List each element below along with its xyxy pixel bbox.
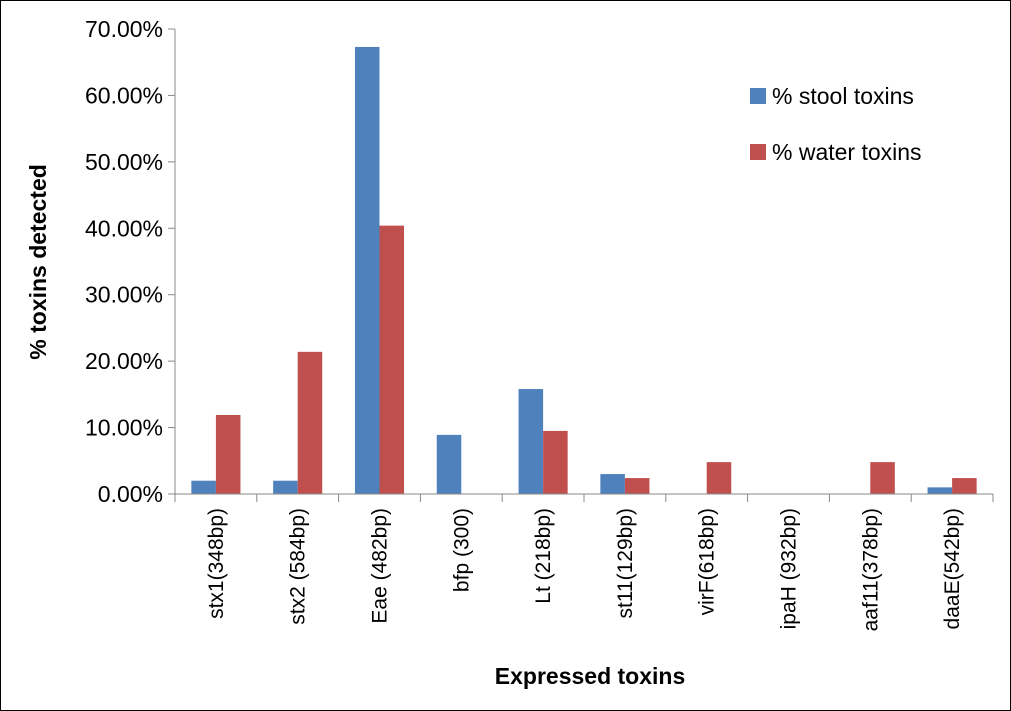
legend-label: % water toxins: [772, 139, 922, 165]
bar: [436, 434, 462, 494]
bar: [518, 389, 544, 494]
bar: [273, 480, 298, 494]
x-tick-label: stx1(348bp): [205, 508, 228, 619]
y-tick-label: 30.00%: [85, 282, 163, 308]
bar: [191, 480, 216, 494]
x-axis-title: Expressed toxins: [495, 663, 685, 689]
y-tick-label: 70.00%: [85, 16, 163, 42]
y-axis-title: % toxins detected: [25, 164, 51, 360]
legend-label: % stool toxins: [772, 83, 914, 109]
bar: [927, 487, 953, 494]
bar: [624, 478, 650, 494]
x-tick-label: stx2 (584bp): [287, 508, 310, 625]
bar: [706, 462, 732, 494]
bar: [543, 430, 568, 494]
y-tick-label: 60.00%: [85, 82, 163, 108]
x-tick-label: virF(618bp): [696, 508, 719, 615]
bar: [600, 474, 625, 494]
bar: [215, 414, 241, 494]
bar: [354, 46, 380, 494]
x-tick-label: aaf11(378bp): [859, 508, 882, 631]
y-tick-label: 10.00%: [85, 415, 163, 441]
bar: [379, 225, 405, 494]
x-tick-label: Eae (482bp): [369, 508, 392, 624]
bar: [870, 462, 895, 494]
legend-swatch: [750, 144, 766, 160]
x-tick-label: ipaH (932bp): [778, 508, 801, 629]
x-tick-label: st11(129bp): [614, 508, 637, 619]
x-tick-label: Lt (218bp): [532, 508, 555, 604]
y-tick-label: 50.00%: [85, 149, 163, 175]
bar: [952, 478, 977, 494]
y-tick-label: 20.00%: [85, 348, 163, 374]
x-tick-label: daaE(542bp): [941, 508, 964, 629]
x-tick-label: bfp (300): [450, 508, 473, 592]
y-tick-label: 0.00%: [98, 481, 163, 507]
legend-swatch: [750, 88, 766, 104]
bar: [297, 351, 323, 494]
y-tick-label: 40.00%: [85, 215, 163, 241]
